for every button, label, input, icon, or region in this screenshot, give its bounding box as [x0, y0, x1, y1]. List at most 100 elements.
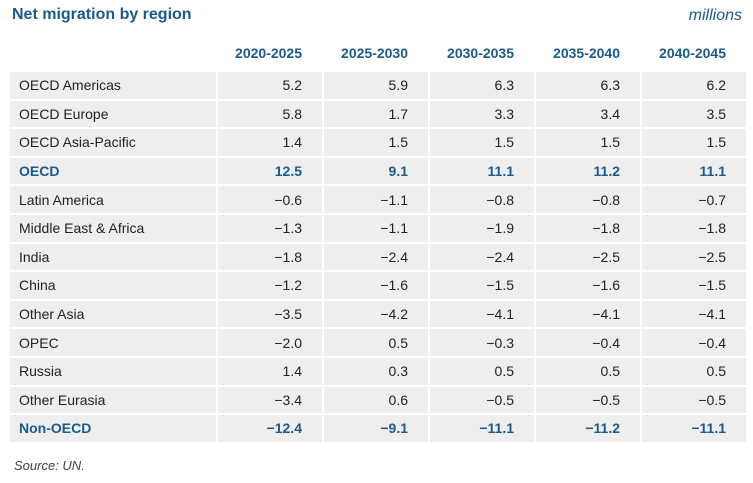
value-cell: −0.4 — [534, 327, 640, 356]
value-cell: −12.4 — [216, 413, 322, 442]
value-cell: −1.6 — [534, 270, 640, 299]
value-cell: −0.4 — [640, 327, 746, 356]
value-cell: −9.1 — [322, 413, 428, 442]
value-cell: −11.1 — [640, 413, 746, 442]
region-cell: Russia — [10, 355, 216, 385]
value-cell: −2.4 — [322, 241, 428, 271]
value-cell: 1.4 — [216, 355, 322, 385]
value-cell: 0.5 — [428, 355, 534, 385]
value-cell: 3.4 — [534, 98, 640, 128]
table-row: OECD Asia-Pacific 1.4 1.5 1.5 1.5 1.5 — [10, 127, 746, 156]
value-cell: −11.2 — [534, 413, 640, 442]
value-cell: −1.6 — [322, 270, 428, 299]
units-label: millions — [688, 7, 742, 24]
region-cell: Middle East & Africa — [10, 212, 216, 242]
region-cell: OPEC — [10, 327, 216, 356]
region-cell: China — [10, 270, 216, 299]
value-cell: 1.5 — [428, 127, 534, 156]
value-cell: 1.5 — [322, 127, 428, 156]
value-cell: 0.5 — [322, 327, 428, 356]
source-note: Source: UN. — [14, 458, 85, 473]
value-cell: −1.2 — [216, 270, 322, 299]
column-header: 2035-2040 — [534, 37, 640, 70]
value-cell: −3.4 — [216, 384, 322, 414]
header-row: 2020-2025 2025-2030 2030-2035 2035-2040 … — [10, 37, 746, 70]
value-cell: 1.5 — [534, 127, 640, 156]
value-cell: −1.9 — [428, 212, 534, 242]
value-cell: −2.5 — [534, 241, 640, 271]
table-row: OECD Americas 5.2 5.9 6.3 6.3 6.2 — [10, 70, 746, 99]
value-cell: −4.2 — [322, 298, 428, 328]
value-cell: −2.0 — [216, 327, 322, 356]
value-cell: −4.1 — [534, 298, 640, 328]
total-row-non-oecd: Non-OECD −12.4 −9.1 −11.1 −11.2 −11.1 — [10, 413, 746, 442]
table-row: OECD Europe 5.8 1.7 3.3 3.4 3.5 — [10, 98, 746, 128]
column-header: 2040-2045 — [640, 37, 746, 70]
value-cell: 3.5 — [640, 98, 746, 128]
value-cell: 0.5 — [534, 355, 640, 385]
region-cell: Other Asia — [10, 298, 216, 328]
column-header: 2025-2030 — [322, 37, 428, 70]
table-row: India −1.8 −2.4 −2.4 −2.5 −2.5 — [10, 241, 746, 271]
value-cell: 6.3 — [534, 70, 640, 99]
value-cell: −0.5 — [428, 384, 534, 414]
value-cell: −0.3 — [428, 327, 534, 356]
value-cell: −2.4 — [428, 241, 534, 271]
table-row: OPEC −2.0 0.5 −0.3 −0.4 −0.4 — [10, 327, 746, 356]
value-cell: 11.1 — [640, 155, 746, 185]
value-cell: 0.5 — [640, 355, 746, 385]
value-cell: 6.3 — [428, 70, 534, 99]
value-cell: 5.9 — [322, 70, 428, 99]
table-row: Russia 1.4 0.3 0.5 0.5 0.5 — [10, 355, 746, 385]
value-cell: −0.7 — [640, 184, 746, 213]
value-cell: −1.8 — [534, 212, 640, 242]
value-cell: −1.5 — [428, 270, 534, 299]
region-header — [10, 37, 216, 70]
value-cell: 1.7 — [322, 98, 428, 128]
value-cell: −0.6 — [216, 184, 322, 213]
table-row: China −1.2 −1.6 −1.5 −1.6 −1.5 — [10, 270, 746, 299]
value-cell: −1.1 — [322, 212, 428, 242]
value-cell: 3.3 — [428, 98, 534, 128]
table-row: Other Eurasia −3.4 0.6 −0.5 −0.5 −0.5 — [10, 384, 746, 414]
value-cell: −0.5 — [640, 384, 746, 414]
value-cell: −11.1 — [428, 413, 534, 442]
value-cell: −1.1 — [322, 184, 428, 213]
value-cell: −0.8 — [428, 184, 534, 213]
migration-table: 2020-2025 2025-2030 2030-2035 2035-2040 … — [10, 37, 746, 442]
value-cell: 12.5 — [216, 155, 322, 185]
region-cell: OECD Americas — [10, 70, 216, 99]
value-cell: 11.2 — [534, 155, 640, 185]
value-cell: 0.3 — [322, 355, 428, 385]
column-header: 2020-2025 — [216, 37, 322, 70]
value-cell: 11.1 — [428, 155, 534, 185]
value-cell: −3.5 — [216, 298, 322, 328]
value-cell: 6.2 — [640, 70, 746, 99]
value-cell: 5.8 — [216, 98, 322, 128]
table-row: Other Asia −3.5 −4.2 −4.1 −4.1 −4.1 — [10, 298, 746, 328]
value-cell: −1.3 — [216, 212, 322, 242]
value-cell: −1.8 — [216, 241, 322, 271]
value-cell: −2.5 — [640, 241, 746, 271]
column-header: 2030-2035 — [428, 37, 534, 70]
region-cell: Non-OECD — [10, 413, 216, 442]
value-cell: −1.5 — [640, 270, 746, 299]
region-cell: OECD Asia-Pacific — [10, 127, 216, 156]
value-cell: −1.8 — [640, 212, 746, 242]
value-cell: −0.5 — [534, 384, 640, 414]
value-cell: 0.6 — [322, 384, 428, 414]
value-cell: 5.2 — [216, 70, 322, 99]
region-cell: OECD — [10, 155, 216, 185]
region-cell: Other Eurasia — [10, 384, 216, 414]
value-cell: −4.1 — [428, 298, 534, 328]
value-cell: 1.5 — [640, 127, 746, 156]
value-cell: −0.8 — [534, 184, 640, 213]
table-title: Net migration by region — [12, 6, 192, 23]
table-row: Latin America −0.6 −1.1 −0.8 −0.8 −0.7 — [10, 184, 746, 213]
total-row-oecd: OECD 12.5 9.1 11.1 11.2 11.1 — [10, 155, 746, 185]
value-cell: 1.4 — [216, 127, 322, 156]
table-row: Middle East & Africa −1.3 −1.1 −1.9 −1.8… — [10, 212, 746, 242]
region-cell: Latin America — [10, 184, 216, 213]
region-cell: India — [10, 241, 216, 271]
value-cell: −4.1 — [640, 298, 746, 328]
